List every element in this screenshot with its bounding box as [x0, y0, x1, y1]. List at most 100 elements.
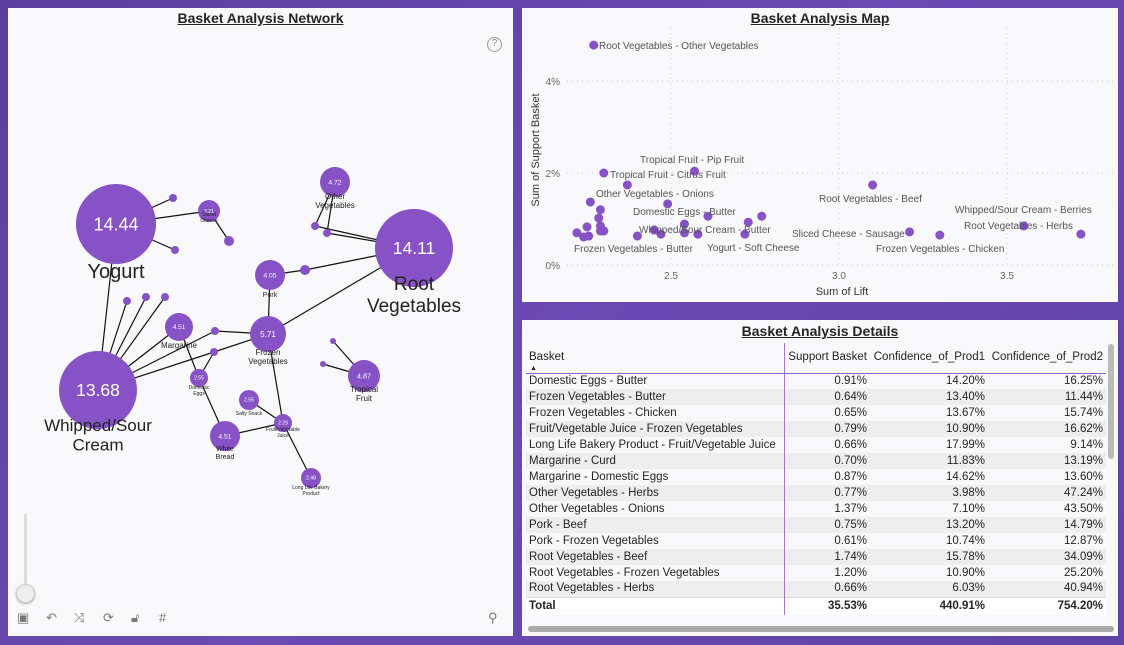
node-circle[interactable] [348, 360, 380, 392]
table-row[interactable]: Long Life Bakery Product - Fruit/Vegetab… [526, 437, 1106, 453]
scatter-point[interactable] [868, 180, 878, 190]
network-node[interactable]: 4.05 Pork [255, 260, 285, 299]
node-circle[interactable] [375, 209, 453, 287]
network-node-small[interactable] [211, 327, 219, 335]
network-node-small[interactable] [123, 297, 131, 305]
scatter-point[interactable] [579, 232, 589, 242]
sort-ascending-icon[interactable]: ▲ [530, 364, 537, 372]
help-icon[interactable]: ? [487, 37, 502, 52]
scatter-point[interactable] [905, 227, 915, 237]
horizontal-scrollbar[interactable] [528, 626, 1114, 632]
network-node-small[interactable] [311, 222, 319, 230]
scatter-point[interactable] [740, 229, 750, 239]
scatter-point[interactable] [589, 40, 599, 50]
table-row[interactable]: Other Vegetables - Onions 1.37% 7.10% 43.50… [526, 501, 1106, 517]
table-row[interactable]: Root Vegetables - Frozen Vegetables 1.20%… [526, 565, 1106, 581]
network-node-small[interactable] [171, 246, 179, 254]
table-row[interactable]: Margarine - Domestic Eggs 0.87% 14.62% 13.6… [526, 469, 1106, 485]
grid-icon[interactable]: # [159, 610, 167, 625]
scatter-point[interactable] [599, 168, 609, 178]
node-circle[interactable] [198, 200, 220, 222]
scatter-point[interactable] [622, 180, 632, 190]
node-circle[interactable] [301, 468, 321, 488]
table-row[interactable]: Pork - Beef 0.75% 13.20% 14.79% [526, 517, 1106, 533]
column-header[interactable]: Support Basket [784, 343, 870, 374]
network-node-small[interactable] [161, 293, 169, 301]
table-row[interactable]: Frozen Vegetables - Butter 0.64% 13.40% 11.… [526, 389, 1106, 405]
network-node[interactable]: 2.55 Salty Snack [236, 390, 263, 417]
shuffle-icon[interactable]: ⤨ [74, 610, 85, 625]
scatter-point[interactable] [649, 225, 659, 235]
column-header[interactable]: Confidence_of_Prod2 [988, 343, 1106, 374]
vertical-scrollbar[interactable] [1108, 344, 1114, 459]
scatter-point[interactable] [1076, 229, 1086, 239]
scatter-point[interactable] [757, 211, 767, 221]
table-row[interactable]: Frozen Vegetables - Chicken 0.65% 13.67% 15… [526, 405, 1106, 421]
scatter-point[interactable] [1019, 221, 1029, 231]
table-row[interactable]: Domestic Eggs - Butter 0.91% 14.20% 16.25% [526, 373, 1106, 389]
network-node-small[interactable] [142, 293, 150, 301]
scatter-point[interactable] [663, 199, 673, 209]
scatter-point[interactable] [693, 229, 703, 239]
network-node[interactable]: 4.51 Margarine [161, 313, 198, 350]
network-node-small[interactable] [300, 265, 310, 275]
scatter-point[interactable] [582, 222, 592, 232]
node-circle[interactable] [165, 313, 193, 341]
scatter-point[interactable] [743, 217, 753, 227]
table-row[interactable]: Fruit/Vegetable Juice - Frozen Vegetable… [526, 421, 1106, 437]
node-circle[interactable] [76, 184, 156, 264]
scatter-point[interactable] [599, 226, 609, 236]
node-circle[interactable] [190, 369, 208, 387]
network-node-small[interactable] [330, 338, 336, 344]
scatter-point[interactable] [679, 219, 689, 229]
scatter-point[interactable] [585, 197, 595, 207]
scatter-point[interactable] [595, 205, 605, 215]
scatter-point[interactable] [703, 211, 713, 221]
column-header[interactable]: Basket ▲ [526, 343, 785, 374]
scatter-point[interactable] [690, 166, 700, 176]
zoom-slider-track[interactable] [24, 514, 27, 594]
network-node[interactable]: 14.44 Yogurt [76, 184, 156, 283]
node-circle[interactable] [210, 421, 240, 451]
table-row[interactable]: Pork - Frozen Vegetables 0.61% 10.74% 12.87… [526, 533, 1106, 549]
camera-icon[interactable]: ▣ [17, 610, 30, 625]
scatter-point[interactable] [594, 213, 604, 223]
scatter-point[interactable] [656, 229, 666, 239]
scatter-point[interactable] [935, 230, 945, 240]
node-circle[interactable] [250, 316, 286, 352]
scatter-point[interactable] [632, 231, 642, 241]
zoom-slider-handle[interactable] [16, 584, 35, 603]
table-row[interactable]: Margarine - Curd 0.70% 11.83% 13.19% [526, 453, 1106, 469]
network-node-small[interactable] [210, 348, 218, 356]
column-header[interactable]: Confidence_of_Prod1 [870, 343, 988, 374]
network-node-small[interactable] [323, 229, 331, 237]
unlock-icon[interactable]: 🔓︎ [131, 610, 140, 625]
node-circle[interactable] [274, 414, 292, 432]
table-row[interactable]: Root Vegetables - Herbs 0.66% 6.03% 40.94% [526, 581, 1106, 597]
scatter-point[interactable] [679, 228, 689, 238]
network-node-small[interactable] [320, 361, 326, 367]
network-node-small[interactable] [224, 236, 234, 246]
scatter-point[interactable] [572, 228, 582, 238]
refresh-icon[interactable]: ⟳ [103, 610, 114, 625]
undo-icon[interactable]: ↶ [46, 610, 57, 625]
node-circle[interactable] [59, 351, 137, 429]
search-icon[interactable]: ⚲ [488, 610, 498, 625]
table-row[interactable]: Root Vegetables - Beef 1.74% 15.78% 34.09% [526, 549, 1106, 565]
node-circle[interactable] [320, 167, 350, 197]
node-circle[interactable] [239, 390, 259, 410]
table-row[interactable]: Other Vegetables - Herbs 0.77% 3.98% 47.24% [526, 485, 1106, 501]
node-circle[interactable] [255, 260, 285, 290]
network-node-small[interactable] [169, 194, 177, 202]
